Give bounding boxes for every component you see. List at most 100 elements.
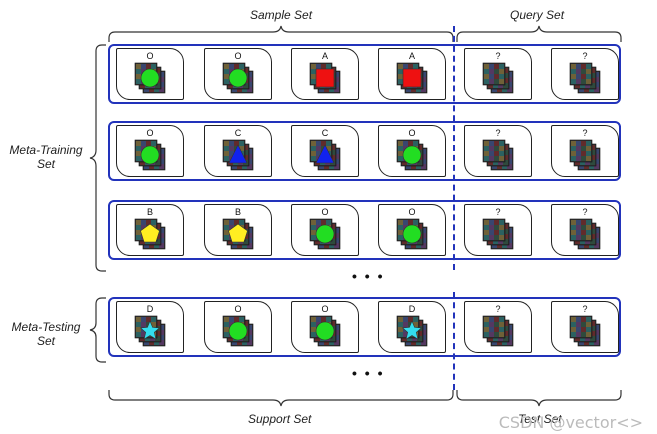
query-card: ? xyxy=(551,301,619,353)
support-card: B xyxy=(116,204,184,256)
image-stack xyxy=(482,315,514,347)
support-set-brace xyxy=(108,390,454,407)
image-stack xyxy=(396,218,428,250)
image-tile xyxy=(569,315,593,339)
pentagon-shape xyxy=(140,223,160,243)
card-label: O xyxy=(408,128,416,138)
card-label: ? xyxy=(495,207,501,217)
meta-testing-brace xyxy=(89,297,106,363)
image-stack xyxy=(482,218,514,250)
support-card: O xyxy=(378,125,446,177)
triangle-shape xyxy=(228,144,248,164)
image-stack xyxy=(569,139,601,171)
meta-testing-label: Meta-Testing Set xyxy=(6,320,86,348)
image-tile xyxy=(569,139,593,163)
episode-row: B B O O?? xyxy=(108,200,621,260)
meta-testing-label-line2: Set xyxy=(36,334,55,348)
card-label: D xyxy=(146,304,154,314)
card-label: O xyxy=(146,128,154,138)
episode-row: O C C O?? xyxy=(108,121,621,181)
query-card: ? xyxy=(464,48,532,100)
support-test-divider xyxy=(453,292,455,390)
image-stack xyxy=(309,315,341,347)
support-card: O xyxy=(291,204,359,256)
card-label: ? xyxy=(495,128,501,138)
episode-row: O O A A?? xyxy=(108,44,621,104)
query-card: ? xyxy=(551,125,619,177)
support-card: O xyxy=(204,301,272,353)
image-stack xyxy=(396,315,428,347)
circle-shape xyxy=(402,145,422,165)
support-card: D xyxy=(378,301,446,353)
card-label: O xyxy=(234,51,242,61)
card-label: C xyxy=(321,128,329,138)
image-stack xyxy=(134,139,166,171)
card-label: O xyxy=(146,51,154,61)
image-stack xyxy=(482,62,514,94)
support-card: C xyxy=(204,125,272,177)
image-stack xyxy=(569,62,601,94)
image-tile xyxy=(569,62,593,86)
card-label: ? xyxy=(582,128,588,138)
query-card: ? xyxy=(464,204,532,256)
card-label: ? xyxy=(582,51,588,61)
circle-shape xyxy=(315,224,335,244)
image-stack xyxy=(134,62,166,94)
ellipsis-training: • • • xyxy=(352,268,385,284)
card-label: A xyxy=(321,51,328,61)
meta-testing-label-line1: Meta-Testing xyxy=(11,320,81,334)
card-label: C xyxy=(234,128,242,138)
meta-training-label-line2: Set xyxy=(36,157,55,171)
square-shape xyxy=(315,68,335,88)
card-label: A xyxy=(408,51,415,61)
circle-shape xyxy=(228,68,248,88)
image-stack xyxy=(222,218,254,250)
support-card: A xyxy=(291,48,359,100)
image-tile xyxy=(482,218,506,242)
circle-shape xyxy=(402,224,422,244)
query-set-brace xyxy=(456,25,622,42)
image-stack xyxy=(569,315,601,347)
circle-shape xyxy=(140,68,160,88)
card-label: D xyxy=(408,304,416,314)
card-label: ? xyxy=(495,304,501,314)
star-shape xyxy=(401,320,423,340)
support-card: O xyxy=(116,48,184,100)
circle-shape xyxy=(140,145,160,165)
sample-set-label: Sample Set xyxy=(250,8,313,22)
query-card: ? xyxy=(464,301,532,353)
sample-query-divider xyxy=(453,26,455,270)
query-card: ? xyxy=(551,204,619,256)
meta-training-brace xyxy=(89,44,106,272)
support-set-label: Support Set xyxy=(248,412,312,426)
image-stack xyxy=(309,218,341,250)
image-stack xyxy=(222,139,254,171)
card-label: O xyxy=(408,207,416,217)
card-label: ? xyxy=(582,304,588,314)
test-set-label: Test Set xyxy=(518,412,562,426)
support-card: A xyxy=(378,48,446,100)
image-stack xyxy=(222,62,254,94)
card-label: ? xyxy=(582,207,588,217)
image-stack xyxy=(396,62,428,94)
image-stack xyxy=(396,139,428,171)
test-set-brace xyxy=(456,390,622,407)
watermark: CSDN @vector<> xyxy=(498,413,643,432)
card-label: O xyxy=(234,304,242,314)
ellipsis-testing: • • • xyxy=(352,365,385,381)
card-label: B xyxy=(146,207,153,217)
image-stack xyxy=(134,315,166,347)
query-card: ? xyxy=(464,125,532,177)
card-label: ? xyxy=(495,51,501,61)
query-card: ? xyxy=(551,48,619,100)
support-card: D xyxy=(116,301,184,353)
image-stack xyxy=(309,139,341,171)
image-stack xyxy=(134,218,166,250)
image-stack xyxy=(309,62,341,94)
support-card: C xyxy=(291,125,359,177)
image-tile xyxy=(482,62,506,86)
support-card: B xyxy=(204,204,272,256)
image-tile xyxy=(482,139,506,163)
star-shape xyxy=(139,320,161,340)
meta-training-label-line1: Meta-Training xyxy=(9,143,83,157)
